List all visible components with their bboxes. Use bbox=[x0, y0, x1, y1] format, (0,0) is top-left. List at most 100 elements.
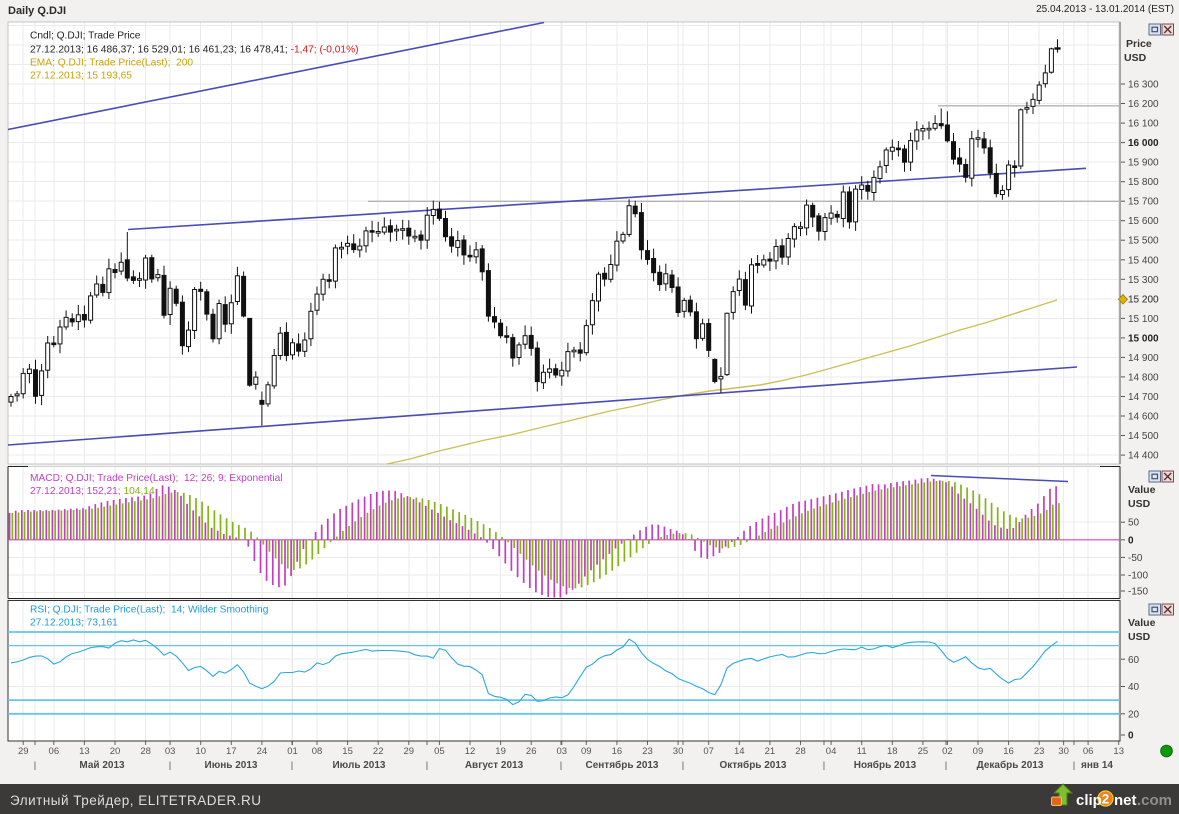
svg-text:|: | bbox=[560, 760, 562, 771]
svg-text:15 900: 15 900 bbox=[1128, 158, 1159, 169]
svg-text:clip: clip bbox=[1076, 792, 1102, 809]
svg-text:01: 01 bbox=[287, 746, 298, 757]
svg-text:Value: Value bbox=[1128, 617, 1156, 629]
svg-text:25: 25 bbox=[918, 746, 929, 757]
svg-text:09: 09 bbox=[973, 746, 984, 757]
svg-text:-100: -100 bbox=[1128, 571, 1148, 582]
svg-text:15 400: 15 400 bbox=[1128, 255, 1159, 266]
svg-text:03: 03 bbox=[557, 746, 568, 757]
svg-text:22: 22 bbox=[373, 746, 384, 757]
svg-text:Value: Value bbox=[1128, 484, 1156, 496]
svg-text:|: | bbox=[34, 760, 36, 771]
svg-text:14 700: 14 700 bbox=[1128, 392, 1159, 403]
svg-text:15 700: 15 700 bbox=[1128, 197, 1159, 208]
svg-text:15 000: 15 000 bbox=[1128, 333, 1159, 344]
svg-text:14: 14 bbox=[734, 746, 745, 757]
svg-text:Декабрь 2013: Декабрь 2013 bbox=[977, 759, 1044, 771]
svg-text:14 600: 14 600 bbox=[1128, 412, 1159, 423]
svg-text:14 800: 14 800 bbox=[1128, 372, 1159, 383]
svg-text:|: | bbox=[1073, 760, 1075, 771]
svg-text:40: 40 bbox=[1128, 682, 1140, 693]
svg-text:27.12.2013; 16 486,37; 16 529,: 27.12.2013; 16 486,37; 16 529,01; 16 461… bbox=[30, 45, 359, 56]
svg-text:27.12.2013; 152,21; 104,14: 27.12.2013; 152,21; 104,14 bbox=[30, 486, 155, 497]
svg-text:21: 21 bbox=[765, 746, 776, 757]
svg-text:13: 13 bbox=[79, 746, 90, 757]
svg-text:EMA; Q.DJI; Trade Price(Last);: EMA; Q.DJI; Trade Price(Last); 200 bbox=[30, 58, 193, 69]
svg-text:|: | bbox=[426, 760, 428, 771]
svg-text:19: 19 bbox=[495, 746, 506, 757]
svg-text:18: 18 bbox=[887, 746, 898, 757]
svg-text:0: 0 bbox=[1128, 535, 1134, 546]
svg-text:14 500: 14 500 bbox=[1128, 431, 1159, 442]
svg-text:|: | bbox=[291, 760, 293, 771]
svg-text:24: 24 bbox=[257, 746, 268, 757]
svg-text:13: 13 bbox=[1113, 746, 1124, 757]
svg-text:16 000: 16 000 bbox=[1128, 138, 1159, 149]
svg-text:15 500: 15 500 bbox=[1128, 236, 1159, 247]
svg-text:Август 2013: Август 2013 bbox=[465, 760, 524, 771]
svg-text:-150: -150 bbox=[1128, 587, 1148, 598]
svg-text:30: 30 bbox=[1058, 746, 1069, 757]
svg-text:25.04.2013 - 13.01.2014 (EST): 25.04.2013 - 13.01.2014 (EST) bbox=[1036, 4, 1174, 15]
svg-text:USD: USD bbox=[1128, 631, 1151, 643]
svg-text:Элитный Трейдер, ELITETRADER.R: Элитный Трейдер, ELITETRADER.RU bbox=[10, 793, 262, 808]
svg-text:|: | bbox=[682, 760, 684, 771]
svg-text:10: 10 bbox=[195, 746, 206, 757]
svg-text:16 200: 16 200 bbox=[1128, 99, 1159, 110]
svg-text:14 400: 14 400 bbox=[1128, 451, 1159, 462]
svg-text:|: | bbox=[823, 760, 825, 771]
svg-text:02: 02 bbox=[942, 746, 953, 757]
svg-text:янв 14: янв 14 bbox=[1081, 760, 1113, 771]
svg-text:Июнь 2013: Июнь 2013 bbox=[205, 760, 258, 771]
svg-text:04: 04 bbox=[826, 746, 837, 757]
svg-text:Price: Price bbox=[1126, 38, 1152, 50]
svg-text:0: 0 bbox=[1128, 731, 1134, 742]
svg-text:Октябрь 2013: Октябрь 2013 bbox=[720, 759, 787, 771]
svg-text:15 100: 15 100 bbox=[1128, 314, 1159, 325]
svg-text:Cndl; Q.DJI; Trade Price: Cndl; Q.DJI; Trade Price bbox=[30, 31, 141, 42]
svg-text:USD: USD bbox=[1128, 498, 1151, 510]
svg-text:Ноябрь 2013: Ноябрь 2013 bbox=[854, 759, 917, 771]
svg-text:15 300: 15 300 bbox=[1128, 275, 1159, 286]
svg-text:29: 29 bbox=[404, 746, 415, 757]
svg-text:-50: -50 bbox=[1128, 553, 1143, 564]
svg-text:|: | bbox=[169, 760, 171, 771]
svg-text:Daily Q.DJI: Daily Q.DJI bbox=[8, 5, 66, 17]
svg-text:20: 20 bbox=[1128, 709, 1140, 720]
svg-text:Май 2013: Май 2013 bbox=[79, 760, 125, 771]
svg-text:50: 50 bbox=[1128, 518, 1140, 529]
svg-text:16: 16 bbox=[1003, 746, 1014, 757]
svg-text:15 200: 15 200 bbox=[1128, 295, 1159, 306]
svg-text:23: 23 bbox=[642, 746, 653, 757]
svg-text:Сентябрь 2013: Сентябрь 2013 bbox=[585, 759, 658, 771]
svg-text:06: 06 bbox=[1083, 746, 1094, 757]
svg-text:09: 09 bbox=[581, 746, 592, 757]
svg-text:23: 23 bbox=[1034, 746, 1045, 757]
svg-text:28: 28 bbox=[140, 746, 151, 757]
svg-text:15 200: 15 200 bbox=[1128, 294, 1159, 305]
svg-text:26: 26 bbox=[526, 746, 537, 757]
svg-text:20: 20 bbox=[110, 746, 121, 757]
svg-text:07: 07 bbox=[703, 746, 714, 757]
svg-text:15: 15 bbox=[342, 746, 353, 757]
svg-text:RSI; Q.DJI; Trade Price(Last);: RSI; Q.DJI; Trade Price(Last); 14; Wilde… bbox=[30, 605, 269, 616]
svg-text:15 600: 15 600 bbox=[1128, 216, 1159, 227]
svg-text:net: net bbox=[1114, 792, 1137, 809]
svg-text:27.12.2013; 73,161: 27.12.2013; 73,161 bbox=[30, 618, 118, 629]
svg-text:29: 29 bbox=[18, 746, 29, 757]
svg-text:.com: .com bbox=[1137, 792, 1172, 809]
svg-text:30: 30 bbox=[673, 746, 684, 757]
svg-text:2: 2 bbox=[1102, 792, 1110, 807]
svg-text:11: 11 bbox=[857, 746, 867, 757]
svg-text:16 300: 16 300 bbox=[1128, 80, 1159, 91]
svg-text:28: 28 bbox=[795, 746, 806, 757]
svg-text:06: 06 bbox=[49, 746, 60, 757]
svg-text:14 900: 14 900 bbox=[1128, 353, 1159, 364]
svg-text:08: 08 bbox=[312, 746, 323, 757]
svg-text:MACD; Q.DJI; Trade Price(Last): MACD; Q.DJI; Trade Price(Last); 12; 26; … bbox=[30, 473, 283, 484]
svg-text:03: 03 bbox=[165, 746, 176, 757]
svg-text:16 100: 16 100 bbox=[1128, 119, 1159, 130]
svg-text:Июль 2013: Июль 2013 bbox=[332, 760, 385, 771]
svg-text:16: 16 bbox=[612, 746, 623, 757]
svg-text:USD: USD bbox=[1124, 52, 1147, 64]
